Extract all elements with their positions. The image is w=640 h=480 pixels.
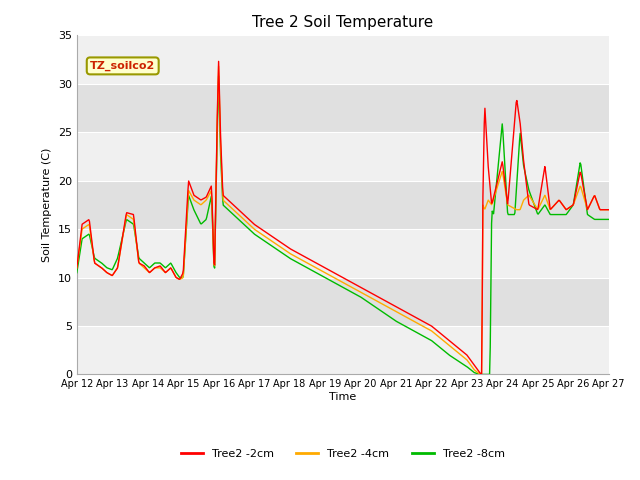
X-axis label: Time: Time	[329, 392, 356, 402]
Title: Tree 2 Soil Temperature: Tree 2 Soil Temperature	[252, 15, 433, 30]
Bar	[77, 84, 609, 132]
Bar	[77, 132, 609, 180]
Bar	[77, 36, 609, 84]
Bar	[77, 229, 609, 277]
Legend: Tree2 -2cm, Tree2 -4cm, Tree2 -8cm: Tree2 -2cm, Tree2 -4cm, Tree2 -8cm	[177, 445, 509, 464]
Bar	[77, 277, 609, 326]
Bar	[77, 180, 609, 229]
Bar	[77, 326, 609, 374]
Y-axis label: Soil Temperature (C): Soil Temperature (C)	[42, 148, 52, 262]
Text: TZ_soilco2: TZ_soilco2	[90, 61, 156, 71]
